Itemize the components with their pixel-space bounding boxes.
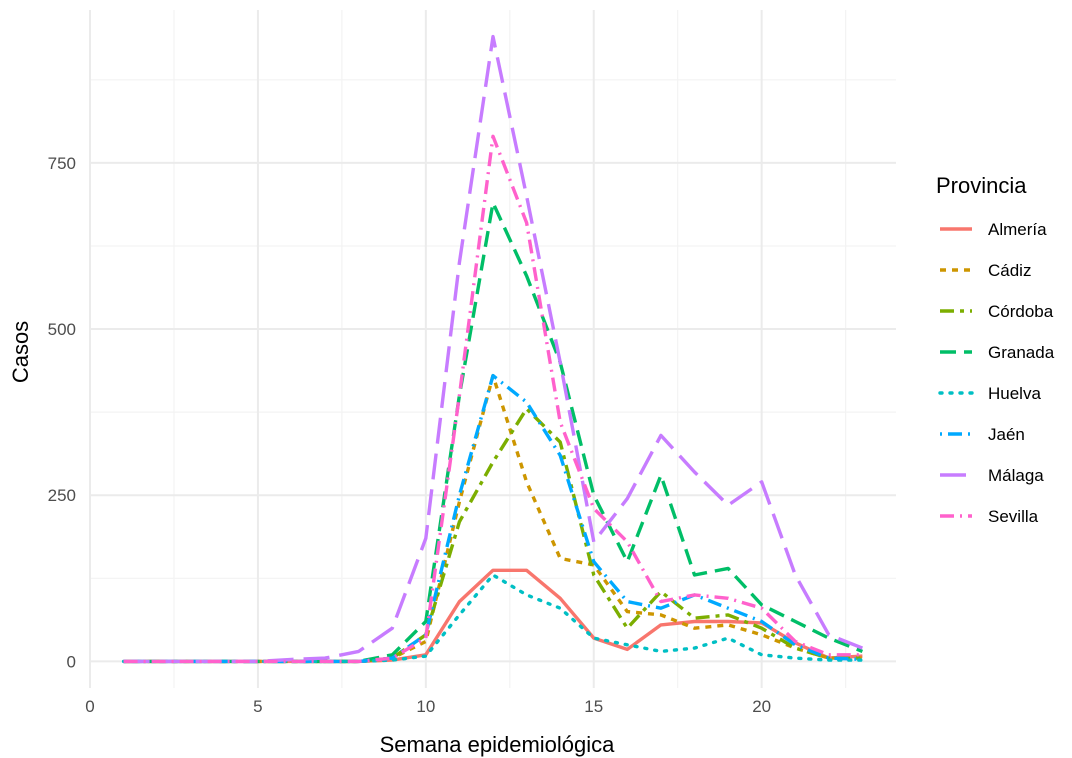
- y-tick-label: 250: [48, 486, 76, 505]
- legend-label-granada: Granada: [988, 343, 1055, 362]
- y-tick-label: 0: [67, 652, 76, 671]
- legend-label-cordoba: Córdoba: [988, 302, 1054, 321]
- legend-label-almeria: Almería: [988, 220, 1047, 239]
- y-tick-label: 750: [48, 154, 76, 173]
- legend-title: Provincia: [936, 173, 1027, 198]
- x-tick-label: 20: [752, 697, 771, 716]
- legend-label-huelva: Huelva: [988, 384, 1041, 403]
- x-axis-title: Semana epidemiológica: [380, 732, 616, 757]
- x-tick-label: 0: [85, 697, 94, 716]
- y-axis-title: Casos: [8, 321, 33, 383]
- x-axis: 0 5 10 15 20: [85, 697, 771, 716]
- series-line-malaga: [123, 34, 864, 664]
- series-line-huelva: [121, 573, 865, 664]
- x-tick-label: 10: [416, 697, 435, 716]
- legend: Provincia Almería Cádiz Córdoba Granada Huel…: [936, 173, 1055, 526]
- series-line-jaen: [123, 373, 863, 664]
- series-line-granada: [123, 201, 864, 664]
- legend-label-cadiz: Cádiz: [988, 261, 1031, 280]
- y-axis: 0 250 500 750: [48, 154, 76, 672]
- series-line-sevilla: [123, 134, 863, 664]
- legend-label-sevilla: Sevilla: [988, 507, 1039, 526]
- x-tick-label: 5: [253, 697, 262, 716]
- series-line-almeria: [123, 568, 863, 664]
- series-line-cadiz: [123, 373, 863, 664]
- y-tick-label: 500: [48, 320, 76, 339]
- legend-label-malaga: Málaga: [988, 466, 1044, 485]
- series-lines: [121, 34, 865, 664]
- x-tick-label: 15: [584, 697, 603, 716]
- legend-label-jaen: Jaén: [988, 425, 1025, 444]
- grid: [89, 10, 896, 688]
